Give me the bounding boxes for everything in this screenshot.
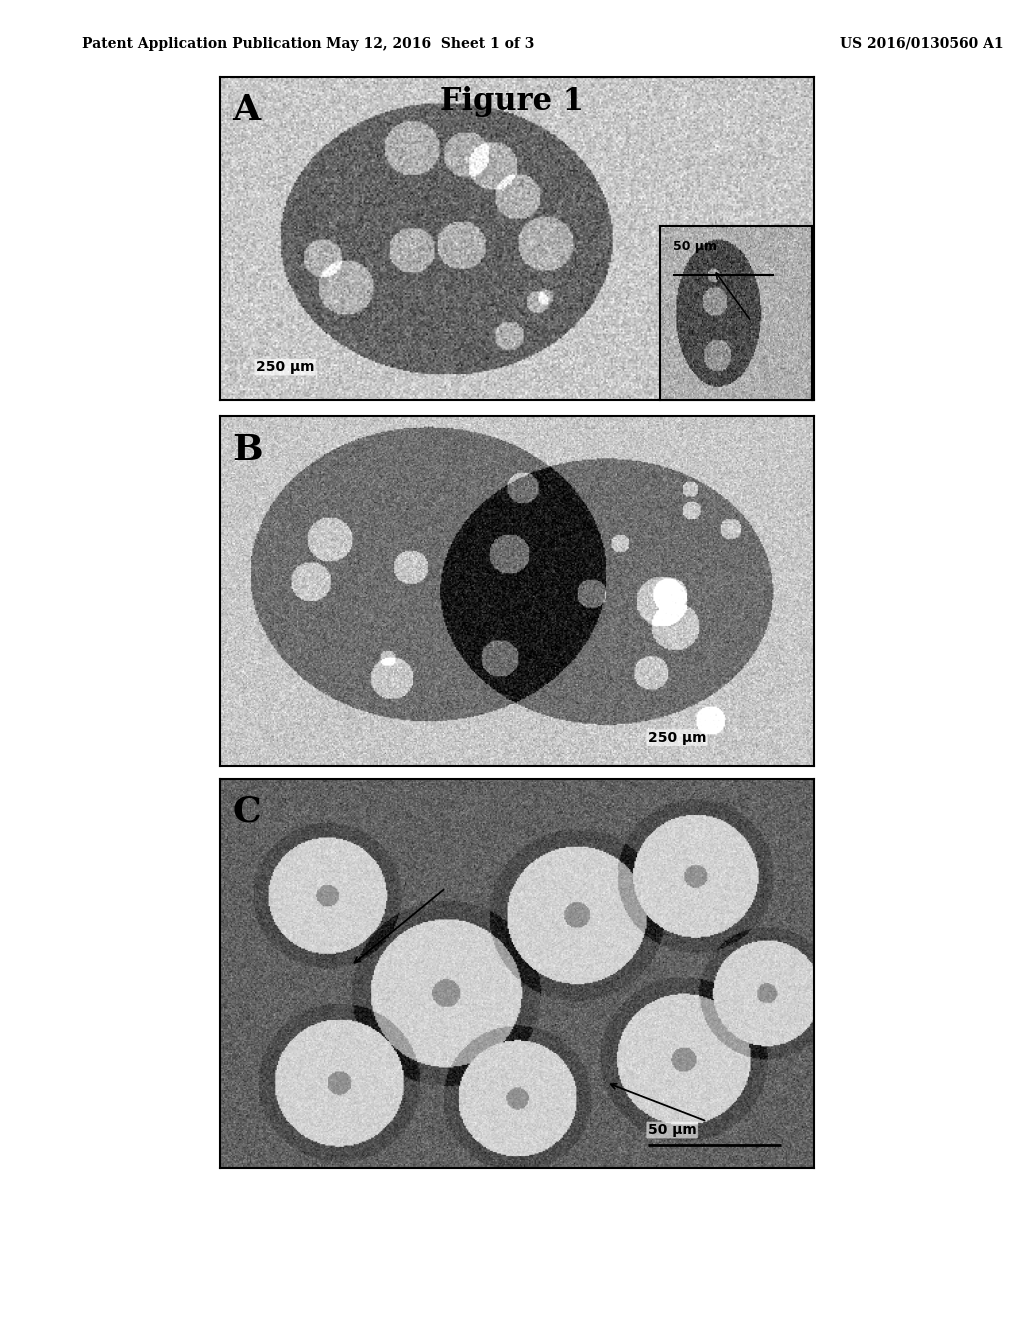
Text: 250 μm: 250 μm [648, 730, 707, 744]
Text: 50 μm: 50 μm [673, 240, 717, 252]
Text: Figure 1: Figure 1 [440, 86, 584, 116]
Text: Patent Application Publication: Patent Application Publication [82, 37, 322, 51]
Text: C: C [232, 795, 261, 829]
Text: May 12, 2016  Sheet 1 of 3: May 12, 2016 Sheet 1 of 3 [326, 37, 535, 51]
Text: 50 μm: 50 μm [648, 1123, 696, 1137]
Text: 250 μm: 250 μm [256, 360, 314, 374]
Text: B: B [232, 433, 263, 467]
Text: US 2016/0130560 A1: US 2016/0130560 A1 [840, 37, 1004, 51]
Text: A: A [232, 92, 260, 127]
